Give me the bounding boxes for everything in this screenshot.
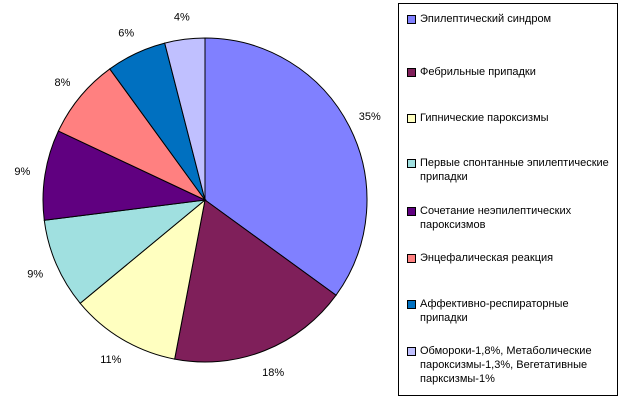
legend-item-8: Обмороки-1,8%, Метаболические пароксизмы… bbox=[407, 344, 613, 386]
legend-swatch bbox=[407, 300, 416, 309]
pie-slice-2 bbox=[174, 199, 337, 363]
pie-chart: 35% 18% 11% 9% 9% 8% 6% 4% bbox=[14, 12, 381, 380]
pie-slice-3 bbox=[79, 198, 206, 360]
legend-item-5: Сочетание неэпилептических пароксизмов bbox=[407, 204, 613, 232]
slice-percent-label-5: 9% bbox=[14, 166, 30, 178]
slice-percent-label-4: 9% bbox=[27, 269, 43, 281]
legend-swatch bbox=[407, 207, 416, 216]
pie-slice-5 bbox=[42, 130, 207, 221]
pie-slices bbox=[42, 37, 368, 363]
legend-item-3: Гипнические пароксизмы bbox=[407, 111, 613, 125]
legend-label: Аффективно-респираторные припадки bbox=[420, 298, 569, 324]
slice-percent-label-3: 11% bbox=[100, 354, 121, 366]
slice-percent-label-8: 4% bbox=[174, 12, 190, 24]
legend-swatch bbox=[407, 68, 416, 77]
pie-percent-labels: 35% 18% 11% 9% 9% 8% 6% 4% bbox=[14, 12, 381, 380]
legend-label: Фебрильные припадки bbox=[420, 66, 536, 78]
legend-item-6: Энцефалическая реакция bbox=[407, 251, 613, 265]
legend-label: Эпилептический синдром bbox=[420, 13, 552, 25]
legend-label: Гипнические пароксизмы bbox=[420, 112, 549, 124]
slice-percent-label-1: 35% bbox=[359, 111, 381, 123]
legend-label: Первые спонтанные эпилептические припадк… bbox=[420, 157, 609, 183]
legend-label: Энцефалическая реакция bbox=[420, 252, 554, 264]
legend-swatch bbox=[407, 347, 416, 356]
pie-slice-4 bbox=[43, 199, 207, 304]
pie-slice-8 bbox=[164, 37, 206, 201]
chart-legend: Эпилептический синдром Фебрильные припадк… bbox=[398, 3, 618, 396]
legend-swatch bbox=[407, 15, 416, 24]
legend-item-4: Первые спонтанные эпилептические припадк… bbox=[407, 156, 613, 184]
pie-slice-1 bbox=[204, 37, 368, 296]
legend-label: Обмороки-1,8%, Метаболические пароксизмы… bbox=[420, 345, 592, 385]
slice-percent-label-7: 6% bbox=[118, 28, 134, 40]
legend-item-7: Аффективно-респираторные припадки bbox=[407, 297, 613, 325]
slice-percent-label-2: 18% bbox=[262, 367, 284, 379]
legend-swatch bbox=[407, 159, 416, 168]
legend-item-1: Эпилептический синдром bbox=[407, 12, 613, 26]
legend-item-2: Фебрильные припадки bbox=[407, 65, 613, 79]
slice-percent-label-6: 8% bbox=[55, 77, 71, 89]
legend-label: Сочетание неэпилептических пароксизмов bbox=[420, 205, 572, 231]
legend-swatch bbox=[407, 254, 416, 263]
legend-swatch bbox=[407, 114, 416, 123]
